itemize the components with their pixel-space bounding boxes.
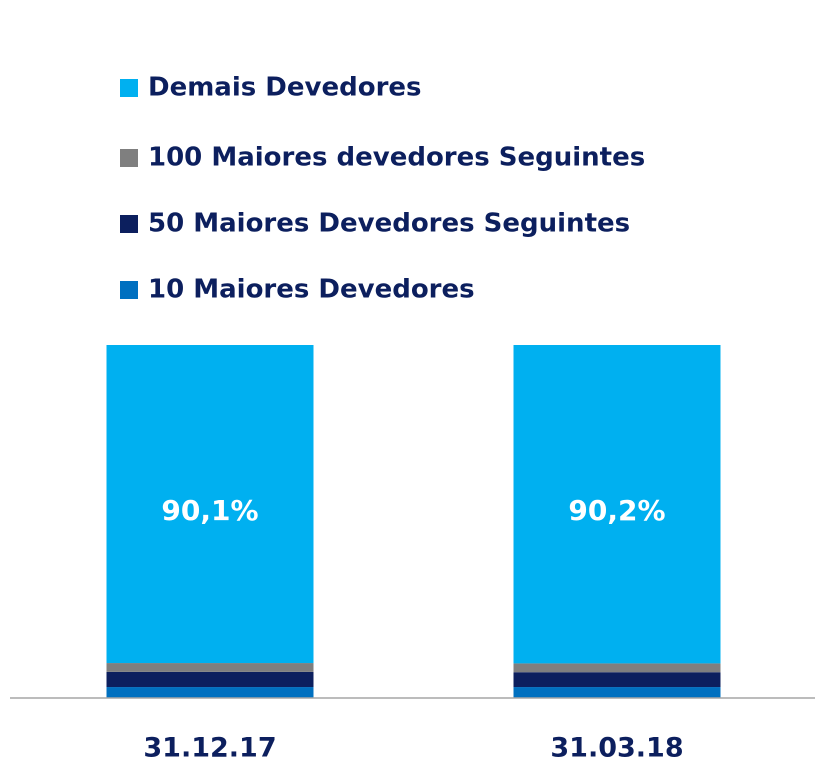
bar-segment xyxy=(106,671,314,688)
legend-label: 100 Maiores devedores Seguintes xyxy=(148,143,645,173)
x-tick-label: 31.12.17 xyxy=(143,733,276,761)
bar-segment xyxy=(106,345,314,664)
legend-label: 10 Maiores Devedores xyxy=(148,275,475,305)
legend-swatch xyxy=(120,215,138,233)
value-label: 90,1% xyxy=(161,494,258,527)
x-tick-label: 31.03.18 xyxy=(550,733,683,761)
bar-segment xyxy=(513,687,721,698)
bar-segment xyxy=(513,345,721,664)
value-label: 90,2% xyxy=(568,494,665,527)
legend-label: 50 Maiores Devedores Seguintes xyxy=(148,209,630,239)
legend-swatch xyxy=(120,281,138,299)
bar-segment xyxy=(106,663,314,672)
legend-swatch xyxy=(120,149,138,167)
bar-segment xyxy=(106,687,314,698)
bar-segment xyxy=(513,663,721,673)
bar-segment xyxy=(513,672,721,688)
legend-swatch xyxy=(120,79,138,97)
legend-label: Demais Devedores xyxy=(148,73,422,103)
